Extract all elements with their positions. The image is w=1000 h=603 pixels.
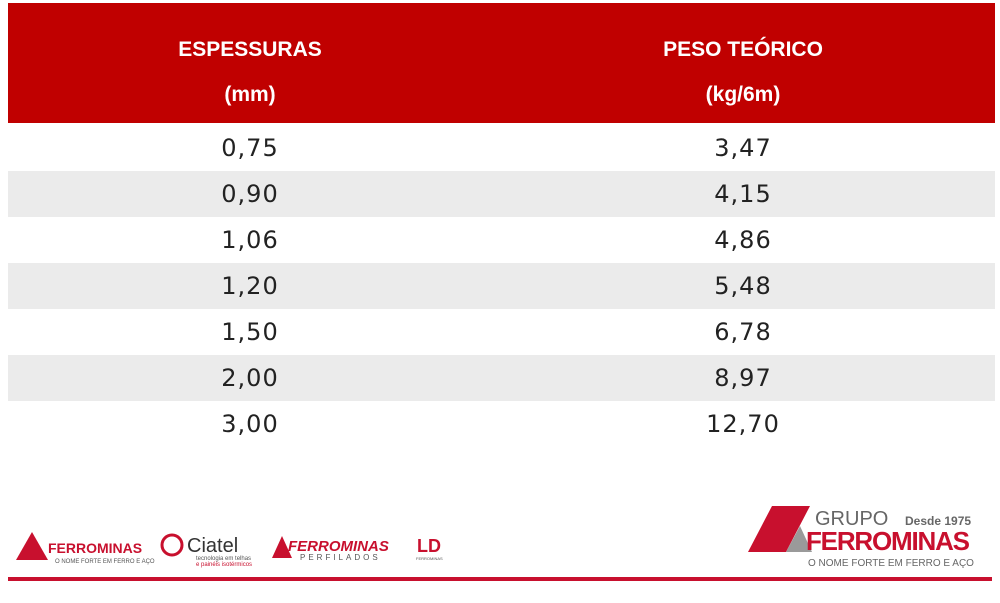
brand-since: Desde 1975 bbox=[905, 514, 971, 528]
header-unit: (mm) bbox=[224, 83, 276, 106]
table-cell: 2,00 bbox=[221, 364, 279, 392]
logo-name: LD bbox=[417, 536, 441, 556]
table-cell: 0,75 bbox=[221, 134, 279, 162]
table-row: 1,50 6,78 bbox=[8, 309, 995, 355]
table-cell: 3,00 bbox=[221, 410, 279, 438]
table-cell: 4,86 bbox=[714, 226, 772, 254]
table-cell: 6,78 bbox=[714, 318, 772, 346]
table-cell: 4,15 bbox=[714, 180, 772, 208]
table-cell: 12,70 bbox=[706, 410, 780, 438]
logo-icon bbox=[16, 532, 48, 560]
table-row: 0,90 4,15 bbox=[8, 171, 995, 217]
brand-prefix: GRUPO bbox=[815, 508, 888, 530]
logo-tagline: FERROMINAS bbox=[416, 556, 443, 561]
logo-tagline: PERFILADOS bbox=[300, 553, 381, 562]
table-cell: 1,20 bbox=[221, 272, 279, 300]
brand-tagline: O NOME FORTE EM FERRO E AÇO bbox=[808, 558, 974, 569]
table-cell: 1,50 bbox=[221, 318, 279, 346]
table-cell: 3,47 bbox=[714, 134, 772, 162]
table-cell: 8,97 bbox=[714, 364, 772, 392]
table-row: 1,06 4,86 bbox=[8, 217, 995, 263]
logo-name: Ciatel bbox=[187, 535, 238, 557]
logo-tagline: e painéis isotérmicos bbox=[196, 562, 252, 568]
header-title: ESPESSURAS bbox=[178, 38, 322, 61]
brand-icon bbox=[786, 526, 812, 552]
table-row: 2,00 8,97 bbox=[8, 355, 995, 401]
brand-icon bbox=[748, 506, 810, 552]
footer-rule bbox=[8, 577, 992, 581]
logo-name: FERROMINAS bbox=[48, 540, 142, 556]
table-header: ESPESSURAS (mm) PESO TEÓRICO (kg/6m) bbox=[8, 3, 995, 123]
header-unit: (kg/6m) bbox=[705, 83, 781, 106]
footer: FERROMINAS O NOME FORTE EM FERRO E AÇO C… bbox=[8, 506, 992, 581]
logo-tagline: tecnologia em telhas bbox=[196, 556, 251, 562]
column-header: ESPESSURAS (mm) bbox=[50, 27, 450, 117]
brand-name: FERROMINAS bbox=[806, 526, 970, 556]
table-row: 0,75 3,47 bbox=[8, 125, 995, 171]
logo-tagline: O NOME FORTE EM FERRO E AÇO bbox=[55, 559, 155, 565]
table-cell: 5,48 bbox=[714, 272, 772, 300]
table-cell: 0,90 bbox=[221, 180, 279, 208]
column-header: PESO TEÓRICO (kg/6m) bbox=[543, 27, 943, 117]
header-title: PESO TEÓRICO bbox=[663, 38, 823, 61]
table-row: 1,20 5,48 bbox=[8, 263, 995, 309]
table-row: 3,00 12,70 bbox=[8, 401, 995, 447]
logo-name: FERROMINAS bbox=[288, 538, 389, 555]
logo-icon bbox=[272, 536, 292, 558]
table-cell: 1,06 bbox=[221, 226, 279, 254]
logo-icon bbox=[160, 533, 184, 557]
